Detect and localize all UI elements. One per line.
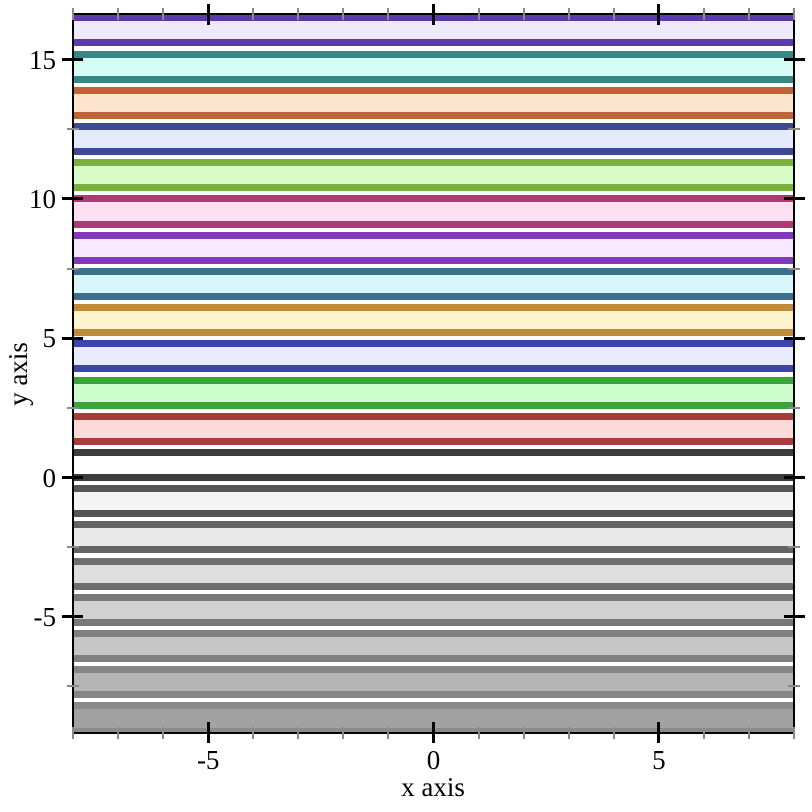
- x-axis-title: x axis: [401, 772, 465, 802]
- x-minor-tick: [612, 727, 615, 739]
- interval-band: [73, 123, 794, 156]
- x-minor-tick-far: [702, 8, 705, 20]
- x-minor-tick: [387, 727, 390, 739]
- y-major-tick: [62, 58, 83, 62]
- x-minor-tick: [793, 727, 795, 739]
- interval-band: [73, 666, 794, 699]
- y-tick-label: -5: [33, 601, 57, 632]
- x-minor-tick: [252, 727, 255, 739]
- x-minor-tick-far: [297, 8, 300, 20]
- x-minor-tick: [297, 727, 300, 739]
- interval-band: [73, 340, 794, 373]
- x-minor-tick-far: [567, 8, 570, 20]
- x-major-tick: [657, 722, 661, 743]
- y-tick-label: 0: [42, 462, 57, 493]
- x-minor-tick-far: [252, 8, 255, 20]
- y-major-tick: [62, 197, 83, 201]
- y-major-tick-far: [784, 336, 805, 340]
- x-minor-tick-far: [522, 8, 525, 20]
- x-minor-tick-far: [162, 8, 165, 20]
- y-tick-label: 5: [42, 323, 57, 354]
- x-minor-tick-far: [477, 8, 480, 20]
- interval-band: [73, 231, 794, 264]
- x-major-tick: [206, 722, 210, 743]
- x-major-tick-far: [432, 4, 435, 25]
- x-minor-tick-far: [387, 8, 390, 20]
- interval-band: [73, 593, 794, 626]
- y-tick-label: 10: [29, 183, 56, 214]
- x-tick-label: 0: [426, 745, 441, 775]
- x-minor-tick: [117, 727, 120, 739]
- x-major-tick-far: [657, 4, 661, 25]
- y-major-tick: [62, 615, 83, 619]
- x-minor-tick-far: [612, 8, 615, 20]
- plot-area: [73, 14, 794, 733]
- y-minor-tick: [67, 406, 79, 409]
- y-minor-tick-far: [788, 546, 800, 549]
- y-major-tick-far: [784, 615, 805, 619]
- y-tick-label: 15: [29, 44, 56, 75]
- y-minor-tick-far: [788, 406, 800, 409]
- y-major-tick: [62, 336, 83, 340]
- interval-band: [73, 304, 794, 337]
- x-minor-tick: [477, 727, 480, 739]
- y-major-tick-far: [784, 476, 805, 480]
- x-minor-tick-far: [747, 8, 750, 20]
- y-minor-tick: [67, 546, 79, 549]
- x-minor-tick: [72, 727, 74, 739]
- interval-band: [73, 376, 794, 409]
- interval-band: [73, 448, 794, 482]
- interval-band: [73, 521, 794, 554]
- x-minor-tick: [162, 727, 165, 739]
- interval-band: [73, 267, 794, 300]
- y-axis-title: y axis: [3, 342, 33, 406]
- x-tick-label: -5: [196, 745, 220, 775]
- x-minor-tick: [702, 727, 705, 739]
- x-tick-label: 5: [652, 745, 666, 775]
- y-minor-tick-far: [788, 128, 800, 131]
- y-minor-tick: [67, 267, 79, 270]
- y-minor-tick-far: [788, 267, 800, 270]
- interval-band: [73, 50, 794, 83]
- x-minor-tick-far: [117, 8, 120, 20]
- y-minor-tick-far: [788, 685, 800, 688]
- interval-band: [73, 195, 794, 228]
- interval-band: [73, 485, 794, 518]
- y-minor-tick: [67, 128, 79, 131]
- y-major-tick-far: [784, 197, 805, 201]
- x-minor-tick: [522, 727, 525, 739]
- x-minor-tick: [342, 727, 345, 739]
- interval-band: [73, 557, 794, 590]
- y-major-tick: [62, 476, 83, 480]
- interval-band: [73, 412, 794, 445]
- x-minor-tick-far: [793, 8, 795, 20]
- x-minor-tick: [567, 727, 570, 739]
- y-minor-tick: [67, 685, 79, 688]
- x-minor-tick-far: [342, 8, 345, 20]
- y-major-tick-far: [784, 58, 805, 62]
- x-major-tick: [432, 722, 435, 743]
- interval-band: [73, 86, 794, 119]
- x-minor-tick: [747, 727, 750, 739]
- interval-band: [73, 630, 794, 663]
- x-major-tick-far: [206, 4, 210, 25]
- interval-band: [73, 159, 794, 192]
- x-minor-tick-far: [72, 8, 74, 20]
